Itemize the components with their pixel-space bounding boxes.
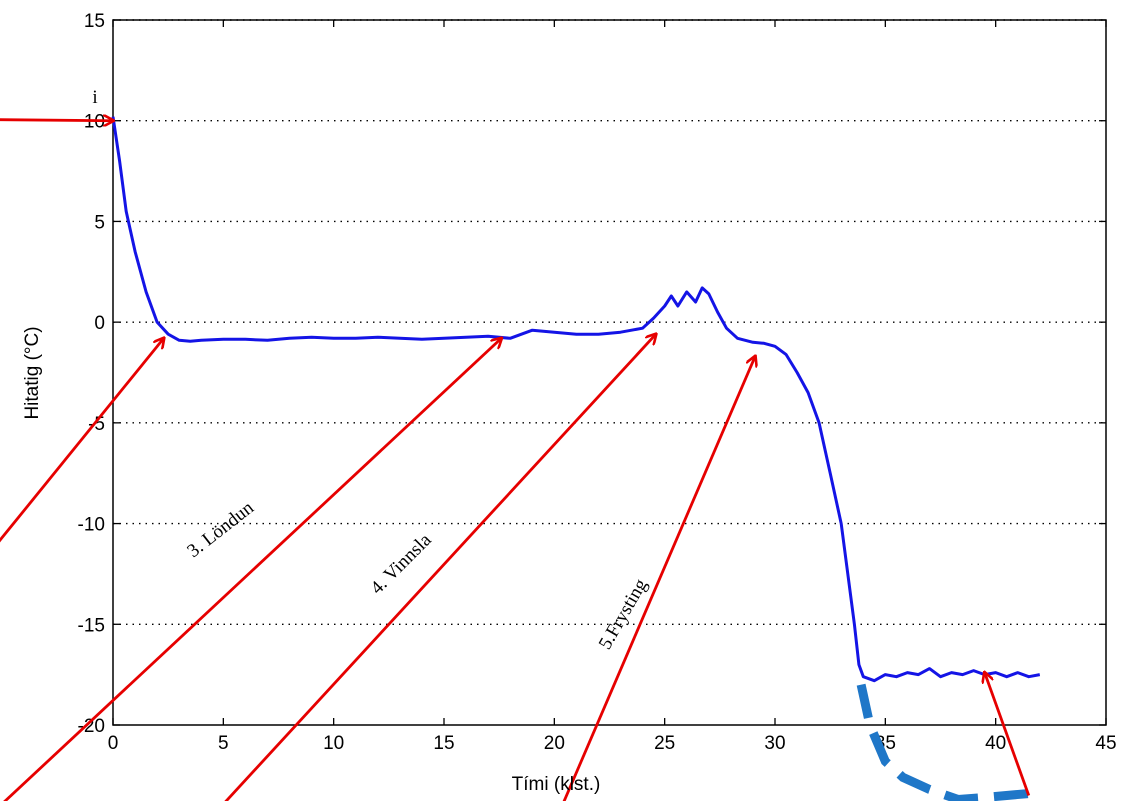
x-axis-label: Tími (klst.) [512, 774, 601, 795]
x-tick-label-0: 0 [108, 733, 119, 754]
series-layer [111, 116, 1041, 801]
x-tick-label-8: 40 [985, 733, 1006, 754]
annotation-arrow-4 [562, 356, 755, 801]
annotation-arrow-5 [985, 673, 1031, 796]
annotation-label-2: 3. Löndun [183, 497, 258, 562]
annotation-arrow-0 [0, 117, 113, 121]
y-tick-label-3: 0 [94, 313, 105, 334]
grid-lines [113, 19, 1106, 625]
temperature-series-line [111, 116, 1041, 683]
y-axis-label: Hitatig (°C) [22, 326, 43, 419]
annotation-label-3: 4. Vinnsla [367, 529, 436, 598]
y-tick-label-1: 10 [84, 112, 105, 133]
annotation-arrow-3 [224, 334, 655, 801]
y-tick-label-0: 15 [84, 11, 105, 32]
plot-frame [112, 19, 1107, 726]
x-tick-label-5: 25 [654, 733, 675, 754]
y-tick-label-5: -10 [78, 515, 105, 536]
y-tick-label-7: -20 [78, 716, 105, 737]
x-tick-label-6: 30 [764, 733, 785, 754]
y-tick-label-2: 5 [94, 212, 105, 233]
annotation-arrow-2 [3, 338, 501, 801]
dashed-extension-line [856, 683, 1030, 801]
axis-ticks [112, 19, 1107, 726]
x-tick-label-1: 5 [218, 733, 229, 754]
x-tick-label-4: 20 [544, 733, 565, 754]
y-tick-label-4: -5 [88, 414, 105, 435]
x-tick-label-9: 45 [1095, 733, 1116, 754]
x-tick-label-3: 15 [433, 733, 454, 754]
annotation-label-0: i [92, 87, 97, 108]
x-tick-label-2: 10 [323, 733, 344, 754]
annotation-arrow-1 [0, 338, 164, 543]
annotation-arrows [0, 117, 1031, 801]
y-tick-label-6: -15 [78, 615, 105, 636]
